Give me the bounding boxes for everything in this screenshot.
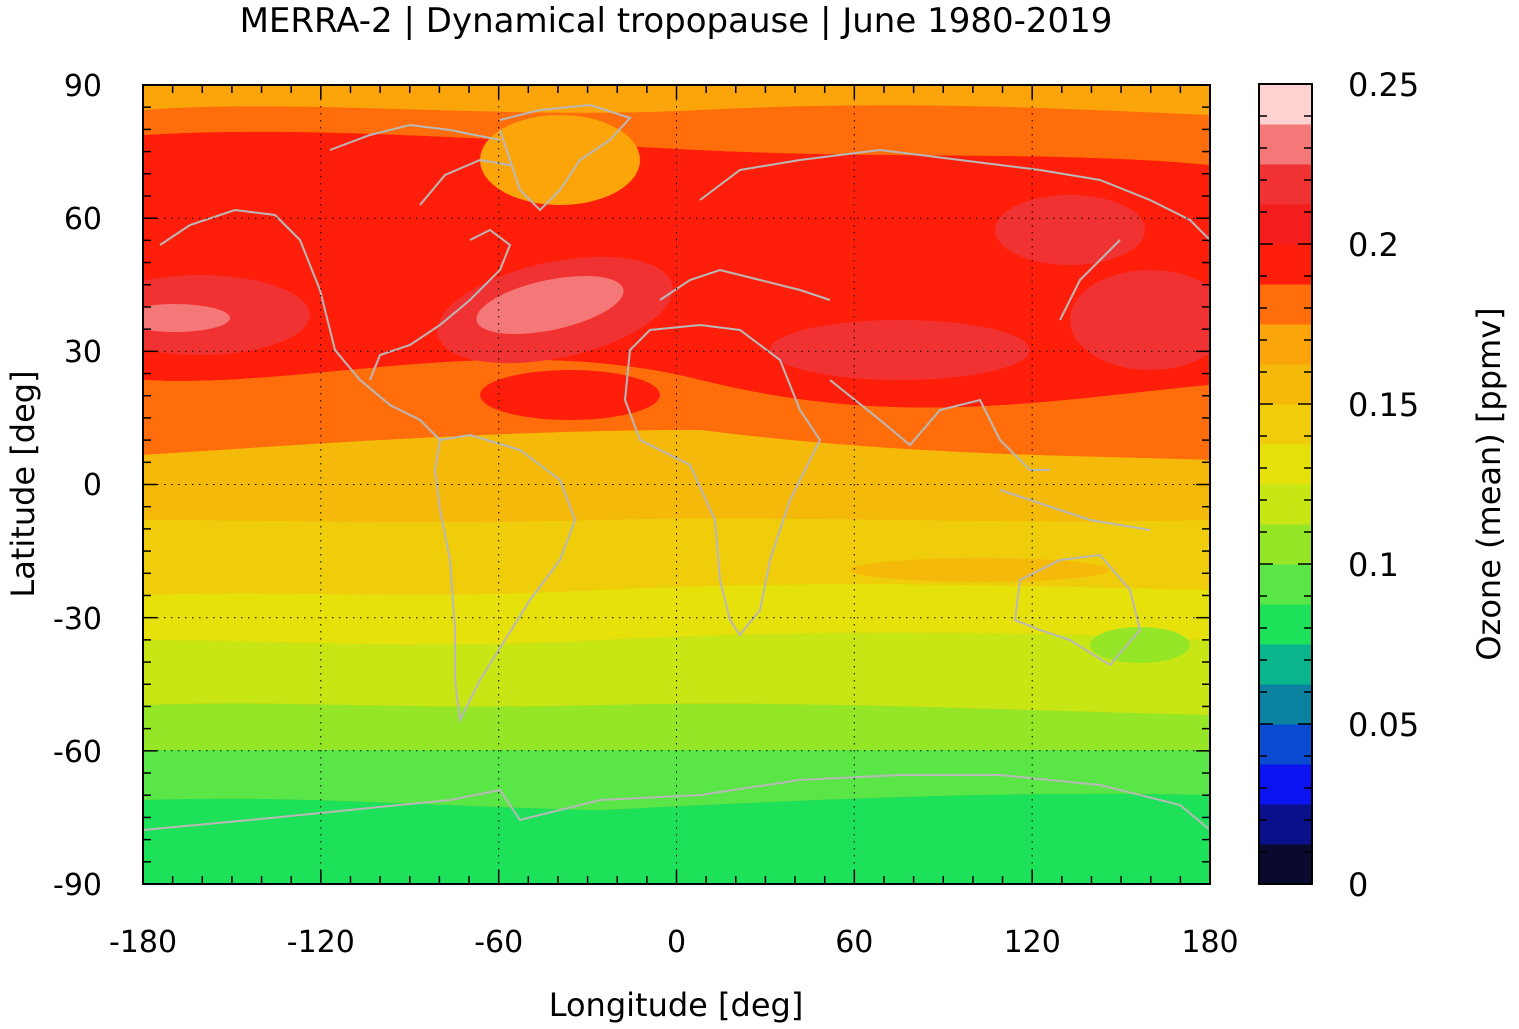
colorbar-level bbox=[1259, 84, 1312, 125]
band-south-subtropics bbox=[143, 584, 1210, 645]
x-tick-labels: -180 -120 -60 0 60 120 180 bbox=[109, 925, 1239, 960]
colorbar-level bbox=[1259, 204, 1312, 245]
colorbar-level bbox=[1259, 804, 1312, 845]
band-subtropical-north bbox=[143, 359, 1210, 460]
maritime-continent-coast bbox=[999, 489, 1151, 531]
atlantic-maximum-core bbox=[476, 275, 624, 335]
y-tick-label: 30 bbox=[64, 335, 102, 370]
y-tick-label: 0 bbox=[83, 468, 102, 503]
africa-europe-coast bbox=[623, 268, 831, 637]
colorbar-level bbox=[1259, 324, 1312, 365]
colorbar-level bbox=[1259, 764, 1312, 805]
colorbar-level bbox=[1259, 644, 1312, 685]
y-tick-label: -30 bbox=[53, 602, 102, 637]
south-indian-band bbox=[850, 558, 1110, 582]
south-america-coast bbox=[433, 433, 577, 724]
x-tick-label: 0 bbox=[667, 925, 686, 960]
colorbar-level bbox=[1259, 404, 1312, 445]
map-ticks bbox=[142, 84, 1211, 885]
colorbar-level bbox=[1259, 444, 1312, 485]
colorbar-tick-label: 0.25 bbox=[1348, 66, 1419, 104]
greenland-coast bbox=[499, 103, 632, 212]
colorbar-label: Ozone (mean) [ppmv] bbox=[1470, 307, 1508, 660]
colorbar-level bbox=[1259, 124, 1312, 165]
band-tropics bbox=[143, 430, 1210, 523]
australia-lobe bbox=[1090, 627, 1190, 663]
band-south-tropics bbox=[143, 518, 1210, 595]
colorbar-level bbox=[1259, 604, 1312, 645]
y-axis-label: Latitude [deg] bbox=[4, 370, 42, 597]
chart-title: MERRA-2 | Dynamical tropopause | June 19… bbox=[240, 1, 1113, 41]
arctic-atlantic-low bbox=[480, 115, 640, 205]
colorbar-tick-label: 0.1 bbox=[1348, 546, 1399, 584]
colorbar-ticks bbox=[1259, 83, 1312, 885]
pacific-east-maximum bbox=[1070, 270, 1210, 370]
band-south-high bbox=[143, 703, 1210, 750]
antarctica-coast bbox=[143, 774, 1210, 831]
colorbar-level bbox=[1259, 164, 1312, 205]
y-tick-labels: 90 60 30 0 -30 -60 -90 bbox=[53, 69, 102, 903]
colorbar-level bbox=[1259, 844, 1312, 885]
siberia-maximum bbox=[995, 195, 1145, 265]
grid-lines bbox=[143, 85, 1210, 884]
north-america-coast bbox=[159, 123, 512, 441]
y-tick-label: 60 bbox=[64, 202, 102, 237]
colorbar-frame bbox=[1258, 83, 1313, 885]
x-tick-label: 60 bbox=[835, 925, 873, 960]
y-tick-label: -60 bbox=[53, 735, 102, 770]
colorbar-level bbox=[1259, 244, 1312, 285]
pacific-west-maximum-core bbox=[143, 304, 230, 332]
x-tick-label: -120 bbox=[287, 925, 355, 960]
x-axis-label: Longitude [deg] bbox=[549, 986, 804, 1024]
x-tick-label: 180 bbox=[1181, 925, 1238, 960]
y-tick-label: -90 bbox=[53, 868, 102, 903]
colorbar-level bbox=[1259, 524, 1312, 565]
x-tick-label: -60 bbox=[474, 925, 523, 960]
colorbar-level bbox=[1259, 684, 1312, 725]
x-tick-label: 120 bbox=[1004, 925, 1061, 960]
colorbar-tick-label: 0.05 bbox=[1348, 706, 1419, 744]
colorbar-tick-label: 0 bbox=[1348, 866, 1368, 904]
colorbar bbox=[1259, 84, 1312, 885]
colorbar-tick-label: 0.15 bbox=[1348, 386, 1419, 424]
colorbar-level bbox=[1259, 364, 1312, 405]
y-tick-label: 90 bbox=[64, 69, 102, 104]
asia-coast bbox=[699, 148, 1210, 471]
colorbar-level bbox=[1259, 724, 1312, 765]
band-antarctic bbox=[143, 793, 1210, 884]
coastlines bbox=[143, 103, 1210, 831]
asia-maximum bbox=[770, 320, 1030, 380]
australia-coast bbox=[1013, 553, 1142, 667]
colorbar-tick-label: 0.2 bbox=[1348, 226, 1399, 264]
band-southern-ocean bbox=[143, 750, 1210, 810]
colorbar-level bbox=[1259, 484, 1312, 525]
colorbar-level bbox=[1259, 564, 1312, 605]
ozone-field bbox=[143, 85, 1210, 884]
colorbar-tick-labels: 0.25 0.2 0.15 0.1 0.05 0 bbox=[1348, 66, 1419, 904]
subtropical-high-region bbox=[480, 370, 660, 420]
x-tick-label: -180 bbox=[109, 925, 177, 960]
colorbar-level bbox=[1259, 284, 1312, 325]
plot-area bbox=[143, 85, 1210, 884]
